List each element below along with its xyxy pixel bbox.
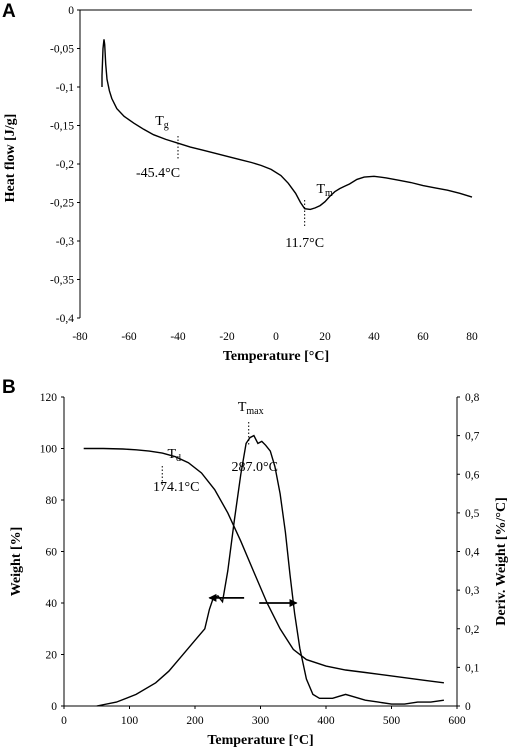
panel-b-y-tick-label: 0 (51, 701, 57, 713)
panel-b-annotations: Td 174.1°C Tmax 287.0°C (153, 400, 278, 495)
annotation-tmax-symbol: Tmax (238, 400, 264, 417)
panel-b-label: B (2, 377, 16, 398)
annotation-tm-symbol: Tm (316, 182, 333, 199)
panel-a: A -80 -60 -40 -20 0 20 40 60 80 0 -0,05 -0,1 -0,15 -… (2, 1, 478, 364)
annotation-tmax-value: 287.0°C (231, 460, 277, 475)
panel-b-y2-tick-label: 0,3 (465, 585, 480, 597)
annotation-td-subscript: d (176, 453, 181, 464)
panel-a-label: A (2, 1, 16, 22)
panel-b-x-tick-label: 0 (61, 715, 67, 727)
panel-a-y-tick-label: -0,25 (50, 198, 74, 210)
panel-b-y2-tick-label: 0,1 (465, 662, 480, 674)
panel-b-x-tick-label: 400 (317, 715, 335, 727)
panel-b-y2-tick-label: 0,8 (465, 392, 480, 404)
annotation-tm-value: 11.7°C (285, 236, 324, 251)
panel-b-y2-tick-label: 0,7 (465, 431, 480, 443)
panel-b-x-tick-label: 100 (121, 715, 139, 727)
annotation-td-value: 174.1°C (153, 480, 199, 495)
panel-a-y-tick-label: 0 (68, 5, 74, 17)
panel-a-x-tick-label: 80 (466, 331, 478, 343)
panel-a-x-tick-label: -40 (170, 331, 186, 343)
panel-a-y-tick-label: -0,2 (56, 159, 74, 171)
panel-a-y-tick-label: -0,35 (50, 275, 74, 287)
panel-b-y2-tick-label: 0,5 (465, 508, 480, 520)
panel-a-x-tick-label: 20 (319, 331, 331, 343)
panel-a-y-ticks: 0 -0,05 -0,1 -0,15 -0,2 -0,25 -0,3 -0,35 -0,4 (50, 5, 80, 325)
panel-b-y-tick-label: 100 (40, 444, 58, 456)
annotation-tmax-subscript: max (246, 406, 263, 417)
panel-a-x-tick-label: -60 (121, 331, 137, 343)
panel-b-x-tick-label: 300 (252, 715, 270, 727)
annotation-td-symbol: Td (167, 447, 181, 464)
panel-b-x-tick-label: 200 (186, 715, 204, 727)
panel-b-y-tick-label: 60 (46, 547, 58, 559)
panel-a-x-tick-label: -80 (72, 331, 88, 343)
panel-b-x-ticks: 0 100 200 300 400 500 600 (61, 706, 466, 727)
panel-b-y-tick-label: 120 (40, 392, 58, 404)
panel-b-y2-tick-label: 0 (465, 701, 471, 713)
annotation-tg-value: -45.4°C (136, 166, 180, 181)
panel-b-y-tick-label: 40 (46, 598, 58, 610)
panel-a-annotations: Tg -45.4°C Tm 11.7°C (136, 114, 333, 251)
panel-b-arrows (208, 593, 298, 607)
panel-a-y-axis-title: Heat flow [J/g] (3, 114, 18, 203)
panel-a-x-tick-label: 60 (417, 331, 429, 343)
panel-b-y-tick-label: 20 (46, 650, 58, 662)
panel-a-x-tick-label: -20 (219, 331, 235, 343)
panel-a-x-tick-label: 0 (273, 331, 279, 343)
panel-a-x-tick-label: 40 (368, 331, 380, 343)
panel-a-y-tick-label: -0,3 (56, 236, 74, 248)
panel-a-y-tick-label: -0,05 (50, 44, 74, 56)
panel-b-y2-tick-label: 0,2 (465, 624, 480, 636)
panel-b-y2-ticks: 0 0,1 0,2 0,3 0,4 0,5 0,6 0,7 0,8 (457, 392, 480, 713)
panel-b-x-axis-title: Temperature [°C] (207, 733, 313, 748)
panel-b-weight-curve (83, 447, 444, 684)
panel-b-x-tick-label: 500 (383, 715, 401, 727)
panel-a-x-ticks: -80 -60 -40 -20 0 20 40 60 80 (72, 331, 478, 343)
annotation-tg-subscript: g (164, 120, 169, 131)
panel-b-y2-tick-label: 0,4 (465, 547, 480, 559)
right-arrow-head (289, 599, 298, 607)
panel-b-y2-axis-title: Deriv. Weight [%/°C] (494, 497, 509, 626)
annotation-tg-symbol: Tg (155, 114, 169, 131)
panel-b-deriv-weight-curve (96, 434, 445, 707)
left-arrow-head (208, 593, 217, 602)
panel-a-y-tick-label: -0,15 (50, 121, 74, 133)
panel-b-y2-tick-label: 0,6 (465, 469, 480, 481)
panel-b-y-axis-title: Weight [%] (9, 527, 24, 597)
panel-b-y-tick-label: 80 (46, 495, 58, 507)
panel-a-x-axis-title: Temperature [°C] (223, 349, 329, 364)
panel-a-y-tick-label: -0,1 (56, 82, 74, 94)
panel-b-y-ticks: 0 20 40 60 80 100 120 (40, 392, 64, 713)
annotation-tm-subscript: m (325, 188, 333, 199)
panel-b-x-tick-label: 600 (448, 715, 466, 727)
panel-a-heat-flow-curve (101, 39, 473, 211)
panel-a-y-tick-label: -0,4 (56, 313, 74, 325)
